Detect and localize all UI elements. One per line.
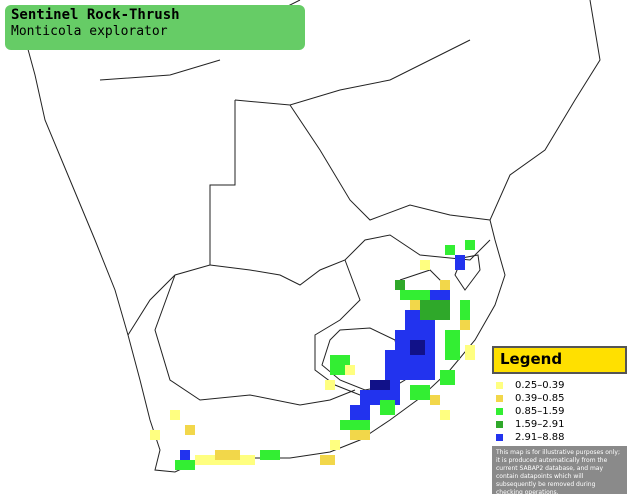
cell xyxy=(170,410,180,420)
cell xyxy=(380,400,395,415)
legend-title: Legend xyxy=(492,346,627,374)
cell xyxy=(150,430,160,440)
legend-label: 2.91–8.88 xyxy=(515,432,565,443)
legend: Legend 0.25–0.39 0.39–0.85 0.85–1.59 1.59–2… xyxy=(492,346,627,496)
legend-items: 0.25–0.39 0.39–0.85 0.85–1.59 1.59–2.91 2.91… xyxy=(492,374,627,457)
disclaimer: This map is for illustrative purposes on… xyxy=(492,446,627,496)
cell xyxy=(325,380,335,390)
subtitle: Monticola explorator xyxy=(11,24,168,39)
cell xyxy=(460,320,470,330)
borders xyxy=(19,0,601,473)
legend-item: 0.39–0.85 xyxy=(492,392,627,405)
legend-item: 0.25–0.39 xyxy=(492,379,627,392)
cell xyxy=(175,460,195,470)
legend-label: 0.39–0.85 xyxy=(515,393,565,404)
cell xyxy=(455,255,465,270)
cell xyxy=(445,245,455,255)
cell xyxy=(345,365,355,375)
legend-swatch xyxy=(496,382,503,389)
cell xyxy=(420,300,450,320)
cell xyxy=(320,455,335,465)
title-box: Sentinel Rock-Thrush Monticola explorato… xyxy=(5,5,305,50)
cell xyxy=(400,290,430,300)
cell xyxy=(395,280,405,290)
cell xyxy=(420,260,430,270)
cell xyxy=(410,300,420,310)
cell xyxy=(350,430,370,440)
cell xyxy=(465,345,475,360)
legend-item: 0.85–1.59 xyxy=(492,405,627,418)
legend-label: 1.59–2.91 xyxy=(515,419,565,430)
title: Sentinel Rock-Thrush xyxy=(11,7,180,23)
cell xyxy=(445,330,460,360)
cell xyxy=(370,380,390,390)
cell xyxy=(440,370,455,385)
cell xyxy=(185,425,195,435)
cell xyxy=(430,395,440,405)
legend-item: 1.59–2.91 xyxy=(492,418,627,431)
cell xyxy=(440,410,450,420)
cell xyxy=(215,450,240,460)
legend-swatch xyxy=(496,421,503,428)
legend-swatch xyxy=(496,408,503,415)
legend-label: 0.85–1.59 xyxy=(515,406,565,417)
cell xyxy=(430,290,450,300)
cell xyxy=(180,450,190,460)
cell xyxy=(340,420,370,430)
legend-swatch xyxy=(496,395,503,402)
cell xyxy=(410,340,425,355)
cell xyxy=(350,405,370,420)
cell xyxy=(460,300,470,320)
legend-label: 0.25–0.39 xyxy=(515,380,565,391)
cell xyxy=(260,450,280,460)
cell xyxy=(440,280,450,290)
legend-swatch xyxy=(496,434,503,441)
legend-item: 2.91–8.88 xyxy=(492,431,627,444)
cell xyxy=(410,385,430,400)
occurrence-cells xyxy=(150,240,475,470)
cell xyxy=(330,440,340,450)
cell xyxy=(465,240,475,250)
